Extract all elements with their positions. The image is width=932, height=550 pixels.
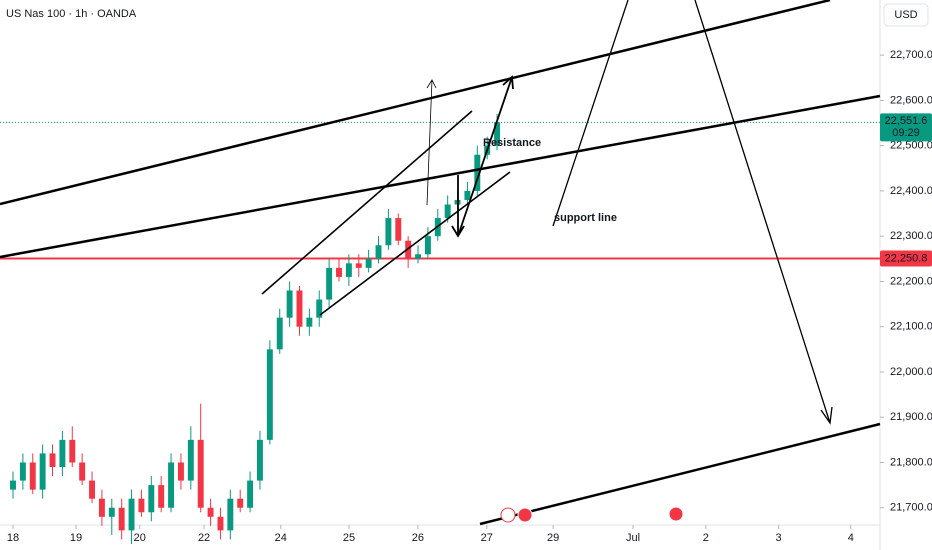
currency-button[interactable]	[883, 3, 929, 27]
candle-body	[395, 218, 402, 241]
candle-body	[59, 439, 66, 468]
currency-label[interactable]: USD	[894, 9, 917, 21]
arrow	[694, 0, 833, 425]
y-tick-label: 21,800.0	[890, 456, 932, 468]
candle-body	[177, 462, 184, 481]
y-tick-label: 22,300.0	[890, 230, 932, 242]
candle-body	[49, 453, 56, 468]
candle-body	[444, 204, 451, 219]
candle-body	[217, 516, 224, 531]
x-tick-label: 24	[275, 532, 287, 544]
candle-body	[207, 507, 214, 517]
x-tick-label: Jul	[626, 532, 640, 544]
candle-body	[108, 507, 115, 517]
candle-body	[128, 498, 135, 531]
candle-body	[336, 267, 342, 277]
candle-body	[227, 498, 234, 531]
channel-line	[319, 171, 511, 316]
arrow	[426, 79, 437, 206]
y-tick-label: 22,400.0	[890, 185, 932, 197]
candle-body	[286, 290, 293, 318]
candle-body	[257, 439, 263, 481]
candle-body	[306, 317, 313, 327]
support-tag	[880, 250, 932, 267]
annotation: Resistance	[483, 137, 541, 149]
last-price-tag	[880, 113, 932, 142]
x-tick-label: 18	[7, 532, 19, 544]
candle-body	[197, 439, 204, 508]
candle-body	[89, 480, 95, 499]
candle-body	[10, 480, 16, 490]
event-icons	[500, 506, 684, 523]
candle-body	[355, 263, 362, 268]
plot	[0, 113, 880, 544]
x-tick-label: 19	[70, 532, 82, 544]
event-icon	[668, 506, 684, 522]
event-icon	[517, 507, 533, 523]
candle-body	[118, 507, 125, 531]
candle-body	[474, 154, 481, 191]
y-tick-label: 21,900.0	[890, 411, 932, 423]
candle-body	[464, 190, 471, 200]
y-tick-label: 22,500.0	[890, 140, 932, 152]
last-price-label: 22,551.6	[885, 115, 928, 127]
y-tick-label: 22,600.0	[890, 94, 932, 106]
trend-line	[479, 422, 881, 526]
chart-title: US Nas 100 · 1h · OANDA	[6, 8, 137, 20]
drawings	[0, 0, 881, 526]
candle-body	[148, 485, 155, 513]
countdown-label: 09:29	[892, 127, 920, 139]
candle-body	[326, 267, 333, 300]
support-label: 22,250.8	[885, 252, 928, 264]
candle-body	[158, 485, 165, 508]
channel-line	[261, 110, 473, 295]
x-tick-label: 29	[547, 532, 559, 544]
candle-body	[405, 240, 412, 259]
candle-body	[316, 299, 323, 318]
y-tick-label: 22,000.0	[890, 366, 932, 378]
x-tick-label: 25	[343, 532, 355, 544]
candle-body	[19, 462, 26, 481]
candle-body	[168, 462, 175, 508]
candle-body	[39, 453, 46, 490]
candle-body	[424, 236, 431, 255]
candle-body	[138, 498, 145, 513]
candle-body	[296, 290, 303, 327]
x-tick-label: 27	[481, 532, 493, 544]
candle-body	[276, 317, 283, 350]
candle-body	[375, 245, 382, 259]
x-tick-label: 4	[848, 532, 854, 544]
candle-body	[69, 439, 76, 463]
y-tick-label: 21,700.0	[890, 502, 932, 514]
candle-body	[345, 263, 352, 277]
x-tick-label: 2	[703, 532, 709, 544]
candle-body	[365, 258, 372, 268]
candle-body	[237, 498, 244, 508]
trend-line	[0, 0, 831, 206]
x-tick-label: 20	[134, 532, 146, 544]
y-tick-label: 22,700.0	[890, 49, 932, 61]
candle-body	[415, 254, 421, 259]
trend-line	[0, 94, 881, 259]
x-tick-label: 3	[776, 532, 782, 544]
candle-body	[247, 480, 254, 508]
candle-body	[29, 462, 36, 490]
candle-body	[79, 462, 86, 481]
event-icon	[500, 507, 516, 523]
y-tick-label: 22,200.0	[890, 275, 932, 287]
candle-body	[187, 439, 194, 481]
candle-body	[266, 349, 273, 440]
candle-body	[385, 218, 392, 246]
y-tick-label: 22,100.0	[890, 321, 932, 333]
x-tick-label: 22	[198, 532, 210, 544]
x-tick-label: 26	[412, 532, 424, 544]
annotation: support line	[554, 212, 617, 224]
arrow	[552, 0, 629, 227]
candle-body	[98, 498, 105, 517]
arrow	[457, 75, 514, 237]
candle-body	[494, 122, 501, 146]
